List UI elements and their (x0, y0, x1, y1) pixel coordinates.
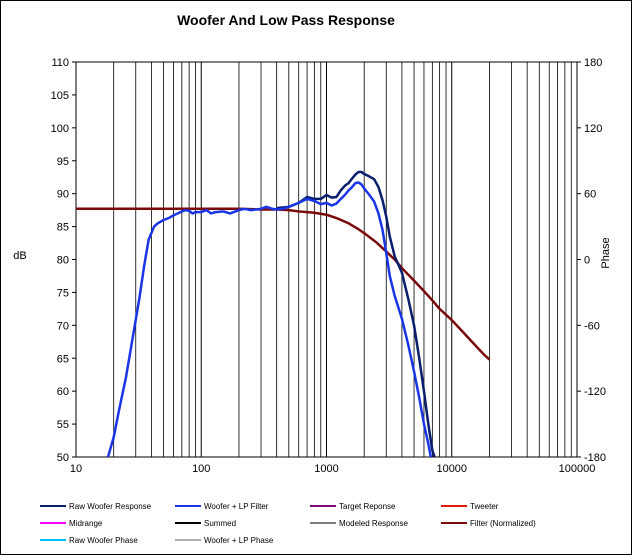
y-tick-label: 100 (51, 123, 69, 135)
legend-label: Filter (Normalized) (470, 519, 536, 528)
y2-tick-label: -180 (584, 452, 606, 464)
y-tick-label: 95 (57, 156, 69, 168)
axis-ticks: 10 100 1000 10000 10000050556065707580859095… (51, 57, 606, 475)
y2-tick-label: 60 (584, 189, 596, 201)
series-line-filter-normalized- (76, 207, 491, 361)
legend-label: Woofer + LP Filter (204, 502, 269, 511)
y-tick-label: 80 (57, 255, 69, 267)
series-line-raw-woofer-response (276, 170, 436, 457)
x-tick-label: 10000 (436, 463, 467, 475)
y-tick-label: 70 (57, 320, 69, 332)
legend-label: Summed (204, 519, 236, 528)
legend-label: Raw Woofer Phase (69, 536, 138, 545)
y2-tick-label: -120 (584, 386, 606, 398)
legend-label: Woofer + LP Phase (204, 536, 274, 545)
y-tick-label: 105 (51, 90, 69, 102)
legend-label: Modeled Response (339, 519, 408, 528)
legend: Raw Woofer Response Woofer + LP Filter Tar… (40, 502, 536, 545)
y-tick-label: 75 (57, 287, 69, 299)
y2-tick-label: 0 (584, 255, 590, 267)
y2-axis-label: Phase (600, 237, 612, 268)
x-tick-label: 100000 (559, 463, 596, 475)
y-axis-label: dB (13, 250, 26, 262)
legend-label: Raw Woofer Response (69, 502, 152, 511)
x-tick-label: 100 (192, 463, 210, 475)
x-tick-label: 1000 (314, 463, 338, 475)
series-line-woofer-lp-filter (106, 181, 432, 457)
legend-label: Midrange (69, 519, 103, 528)
y2-tick-label: 120 (584, 123, 602, 135)
y2-tick-label: 180 (584, 57, 602, 69)
x-tick-label: 10 (70, 463, 82, 475)
y2-tick-label: -60 (584, 320, 600, 332)
series-lines (76, 170, 491, 457)
y-tick-label: 110 (51, 57, 69, 69)
legend-label: Target Reponse (339, 502, 396, 511)
chart-title: Woofer And Low Pass Response (177, 12, 395, 28)
y-tick-label: 60 (57, 386, 69, 398)
y-tick-label: 85 (57, 222, 69, 234)
y-tick-label: 90 (57, 189, 69, 201)
y-tick-label: 50 (57, 452, 69, 464)
y-tick-label: 55 (57, 419, 69, 431)
legend-label: Tweeter (470, 502, 499, 511)
grid-lines (75, 62, 572, 457)
y-tick-label: 65 (57, 353, 69, 365)
